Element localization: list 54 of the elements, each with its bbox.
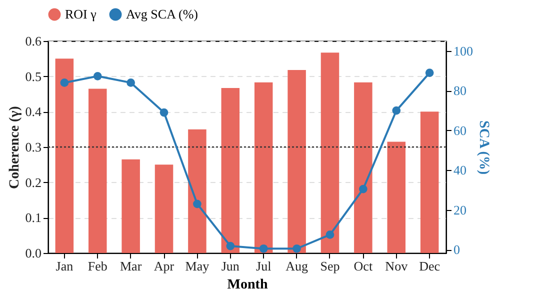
bar xyxy=(154,164,174,253)
bar xyxy=(254,82,273,253)
x-tick-label: Sep xyxy=(320,258,340,274)
y2-tick-label: 80 xyxy=(454,83,466,98)
y2-tick-label: 0 xyxy=(454,242,460,258)
x-tick-label: Nov xyxy=(385,258,408,274)
bar xyxy=(221,88,240,253)
x-tick-label: Dec xyxy=(419,258,440,274)
y2-tick-label: 40 xyxy=(454,162,466,178)
point xyxy=(392,106,401,115)
x-tick-label: Feb xyxy=(88,258,108,274)
x-tick-label: May xyxy=(185,258,210,274)
x-axis-title: Month xyxy=(227,278,268,292)
point xyxy=(425,68,434,77)
point xyxy=(292,244,301,253)
x-tick-label: Aug xyxy=(286,258,308,274)
x-tick-label: Apr xyxy=(154,258,175,274)
legend-label: ROI γ xyxy=(65,6,97,22)
bar xyxy=(122,159,140,253)
y-tick-label: 0.1 xyxy=(25,210,42,226)
y-tick-label: 0.3 xyxy=(25,140,42,154)
point xyxy=(60,78,69,87)
y2-tick-label: 20 xyxy=(454,202,466,218)
y-tick-label: 0.4 xyxy=(25,104,42,120)
point xyxy=(126,78,136,87)
y-axis-title: Coherence (γ) xyxy=(7,106,22,189)
x-tick-label: Jan xyxy=(56,258,74,274)
y-tick-label: 0.0 xyxy=(25,246,42,260)
bar xyxy=(320,52,340,253)
bar xyxy=(88,88,107,253)
bar xyxy=(288,70,306,253)
y-tick-label: 0.6 xyxy=(25,34,42,48)
point xyxy=(358,184,368,194)
x-tick-label: Oct xyxy=(354,258,373,274)
x-tick-label: Jun xyxy=(221,258,240,274)
legend-label: Avg SCA (%) xyxy=(126,6,198,22)
point xyxy=(259,244,268,253)
y2-axis-title: SCA (%) xyxy=(476,120,491,175)
bar xyxy=(188,129,206,253)
bar xyxy=(55,58,74,253)
point xyxy=(226,242,235,250)
x-tick-label: Mar xyxy=(120,258,142,274)
point xyxy=(93,72,102,80)
bar xyxy=(420,112,439,253)
y2-tick-label: 100 xyxy=(454,43,473,58)
bar xyxy=(354,82,372,253)
point xyxy=(326,230,334,239)
point xyxy=(160,108,168,117)
y2-tick-label: 60 xyxy=(454,122,466,138)
x-tick-label: Jul xyxy=(256,258,272,274)
y-tick-label: 0.5 xyxy=(25,68,42,84)
y-tick-label: 0.2 xyxy=(25,174,42,190)
point xyxy=(193,200,202,208)
bar xyxy=(387,142,406,253)
